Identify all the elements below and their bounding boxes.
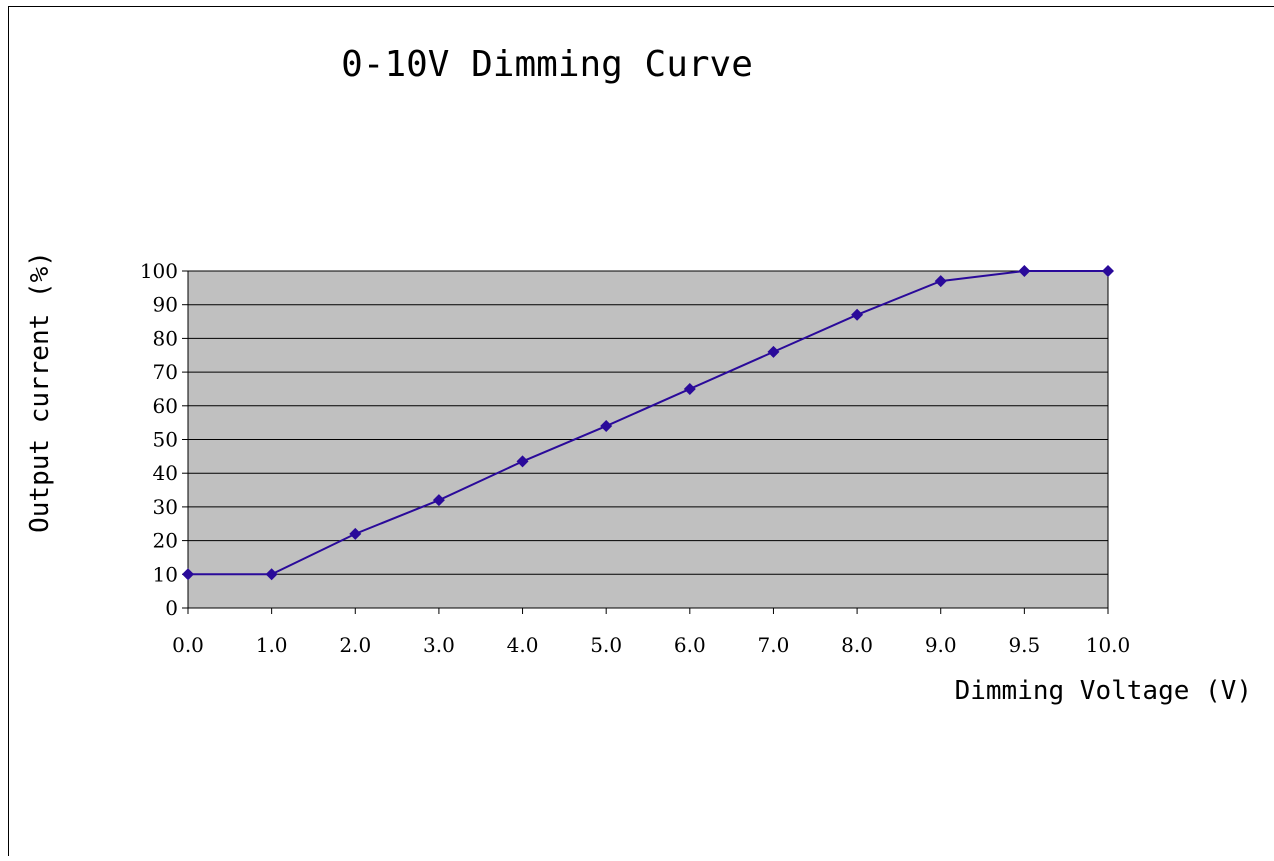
x-tick-label: 9.5 xyxy=(1008,633,1040,657)
data-markers xyxy=(182,265,1114,581)
x-tick-labels: 0.0 1.0 2.0 3.0 4.0 5.0 6.0 7.0 8.0 9.0 9.5 10.0 xyxy=(172,633,1130,657)
y-tick-label: 60 xyxy=(153,394,178,418)
data-point-marker xyxy=(767,345,780,358)
data-point-marker xyxy=(1102,265,1114,277)
y-tick-label: 0 xyxy=(165,596,178,620)
y-tick-label: 90 xyxy=(153,293,178,317)
chart-title: 0-10V Dimming Curve xyxy=(341,44,753,85)
x-tick-label: 7.0 xyxy=(758,633,790,657)
data-point-marker xyxy=(182,568,194,581)
y-tick-label: 80 xyxy=(153,326,178,350)
x-tick-label: 3.0 xyxy=(423,633,455,657)
y-tick-label: 10 xyxy=(153,562,178,586)
y-tick-label: 20 xyxy=(153,529,178,553)
x-tick-label: 0.0 xyxy=(172,633,204,657)
x-tick-label: 2.0 xyxy=(339,633,371,657)
series-line xyxy=(188,270,1108,576)
x-tick-label: 4.0 xyxy=(507,633,539,657)
y-tick-label: 40 xyxy=(153,461,178,485)
axes xyxy=(187,270,1109,614)
data-point-marker xyxy=(432,494,445,507)
x-tick-label: 1.0 xyxy=(256,633,288,657)
data-point-marker xyxy=(265,568,278,581)
chart-frame xyxy=(8,6,1274,856)
x-axis-label: Dimming Voltage (V) xyxy=(955,676,1252,706)
data-point-marker xyxy=(683,382,696,395)
y-tick-label: 100 xyxy=(140,259,178,283)
x-tick-label: 8.0 xyxy=(841,633,873,657)
y-tick-label: 30 xyxy=(153,495,178,519)
y-axis-label: Output current (%) xyxy=(25,251,55,533)
y-tick-labels: 0 10 20 30 40 50 60 70 80 90 100 xyxy=(140,259,178,620)
data-point-marker xyxy=(1018,265,1031,277)
data-point-marker xyxy=(851,308,864,321)
x-tick-label: 10.0 xyxy=(1086,633,1131,657)
y-tick-label: 70 xyxy=(153,360,178,384)
x-tick-label: 5.0 xyxy=(590,633,622,657)
x-tick-label: 6.0 xyxy=(674,633,706,657)
data-point-marker xyxy=(349,527,362,540)
data-point-marker xyxy=(516,455,529,468)
data-point-marker xyxy=(600,420,613,433)
x-tick-label: 9.0 xyxy=(925,633,957,657)
y-tick-label: 50 xyxy=(153,428,178,452)
data-point-marker xyxy=(934,275,947,288)
